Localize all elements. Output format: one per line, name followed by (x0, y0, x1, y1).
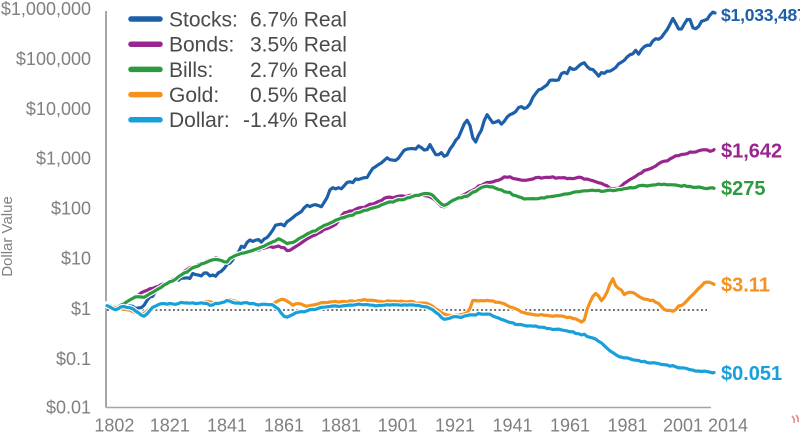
svg-text:1901: 1901 (378, 416, 418, 436)
svg-text:$0.051: $0.051 (721, 363, 782, 385)
svg-text:Bills:: Bills: (169, 59, 213, 82)
svg-text:1921: 1921 (435, 416, 475, 436)
svg-text:1861: 1861 (264, 416, 304, 436)
svg-text:2001: 2001 (663, 416, 703, 436)
svg-text:2014: 2014 (708, 416, 748, 436)
svg-text:1802: 1802 (94, 416, 134, 436)
svg-text:$0.1: $0.1 (56, 349, 91, 369)
svg-text:1981: 1981 (607, 416, 647, 436)
svg-text:$275: $275 (721, 178, 766, 200)
svg-text:1961: 1961 (550, 416, 590, 436)
svg-text:1821: 1821 (150, 416, 190, 436)
svg-text:Stocks:: Stocks: (169, 8, 238, 31)
svg-text:3.5% Real: 3.5% Real (250, 34, 347, 57)
svg-text:$10: $10 (61, 249, 91, 269)
svg-text:$0.01: $0.01 (46, 398, 91, 418)
svg-text:Dollar:: Dollar: (169, 109, 230, 132)
svg-text:$100: $100 (51, 199, 91, 219)
svg-text:$1,033,487: $1,033,487 (721, 5, 800, 25)
svg-text:2.7% Real: 2.7% Real (250, 59, 347, 82)
svg-text:$1,000,000: $1,000,000 (1, 0, 91, 19)
svg-text:$3.11: $3.11 (721, 275, 770, 297)
svg-text:1881: 1881 (321, 416, 361, 436)
svg-text:1841: 1841 (207, 416, 247, 436)
svg-text:$100,000: $100,000 (16, 49, 91, 69)
svg-text:$10,000: $10,000 (26, 99, 91, 119)
svg-text:Bonds:: Bonds: (169, 34, 234, 57)
svg-text:6.7% Real: 6.7% Real (250, 8, 347, 31)
svg-text:Gold:: Gold: (169, 84, 219, 107)
svg-text:$1,000: $1,000 (36, 149, 91, 169)
svg-text:$1: $1 (71, 299, 91, 319)
svg-text:-1.4% Real: -1.4% Real (243, 109, 347, 132)
svg-text:Dollar Value: Dollar Value (0, 196, 16, 277)
svg-text:1941: 1941 (492, 416, 532, 436)
svg-text:$1,642: $1,642 (721, 141, 782, 163)
svg-text:0.5% Real: 0.5% Real (250, 84, 347, 107)
